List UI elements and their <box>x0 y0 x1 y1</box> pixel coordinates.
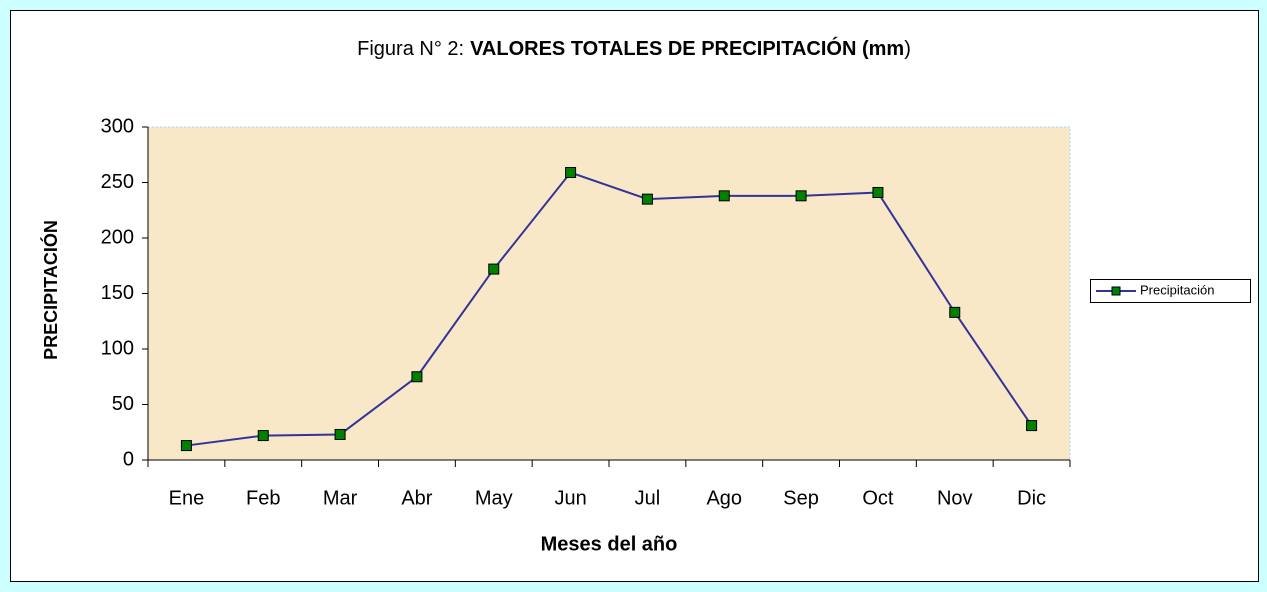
x-axis-label: Meses del año <box>541 533 678 555</box>
x-tick-label: Oct <box>862 487 894 509</box>
y-tick-label: 250 <box>101 171 134 193</box>
legend-box <box>1090 279 1251 303</box>
point-marker <box>1026 420 1038 432</box>
x-tick-label: Mar <box>323 487 358 509</box>
point-marker <box>488 263 500 275</box>
y-tick-label: 100 <box>101 337 134 359</box>
x-tick-label: Ene <box>169 487 205 509</box>
x-tick-label: Abr <box>401 487 432 509</box>
legend-marker <box>1111 286 1121 296</box>
x-tick-label: Ago <box>706 487 742 509</box>
point-marker <box>872 186 884 198</box>
point-marker <box>795 190 807 202</box>
x-tick-label: Nov <box>937 487 973 509</box>
x-tick-label: Jun <box>554 487 586 509</box>
y-tick-label: 50 <box>112 393 134 415</box>
y-tick-label: 0 <box>123 448 134 470</box>
x-tick-label: Jul <box>635 487 661 509</box>
title-part: VALORES TOTALES DE PRECIPITACIÓN (mm <box>470 36 904 60</box>
point-marker <box>718 190 730 202</box>
plot-area <box>147 126 1071 461</box>
y-tick-label: 300 <box>101 115 134 137</box>
point-marker <box>641 193 653 205</box>
x-tick-label: Dic <box>1017 487 1046 509</box>
x-tick-label: May <box>475 487 513 509</box>
chart-title: Figura N° 2: VALORES TOTALES DE PRECIPITA… <box>357 36 911 60</box>
title-part: Figura N° 2: <box>357 38 464 60</box>
point-marker <box>180 440 192 452</box>
y-tick-label: 150 <box>101 282 134 304</box>
y-axis-label: PRECIPITACIÓN <box>40 220 61 360</box>
point-marker <box>257 430 269 442</box>
point-marker <box>411 371 423 383</box>
legend-label: Precipitación <box>1140 282 1214 297</box>
x-tick-label: Sep <box>783 487 819 509</box>
point-marker <box>334 428 346 440</box>
y-tick-label: 200 <box>101 226 134 248</box>
x-tick-label: Feb <box>246 487 280 509</box>
point-marker <box>565 167 577 179</box>
point-marker <box>949 306 961 318</box>
title-part: ) <box>904 38 911 60</box>
series-line <box>186 171 1033 447</box>
